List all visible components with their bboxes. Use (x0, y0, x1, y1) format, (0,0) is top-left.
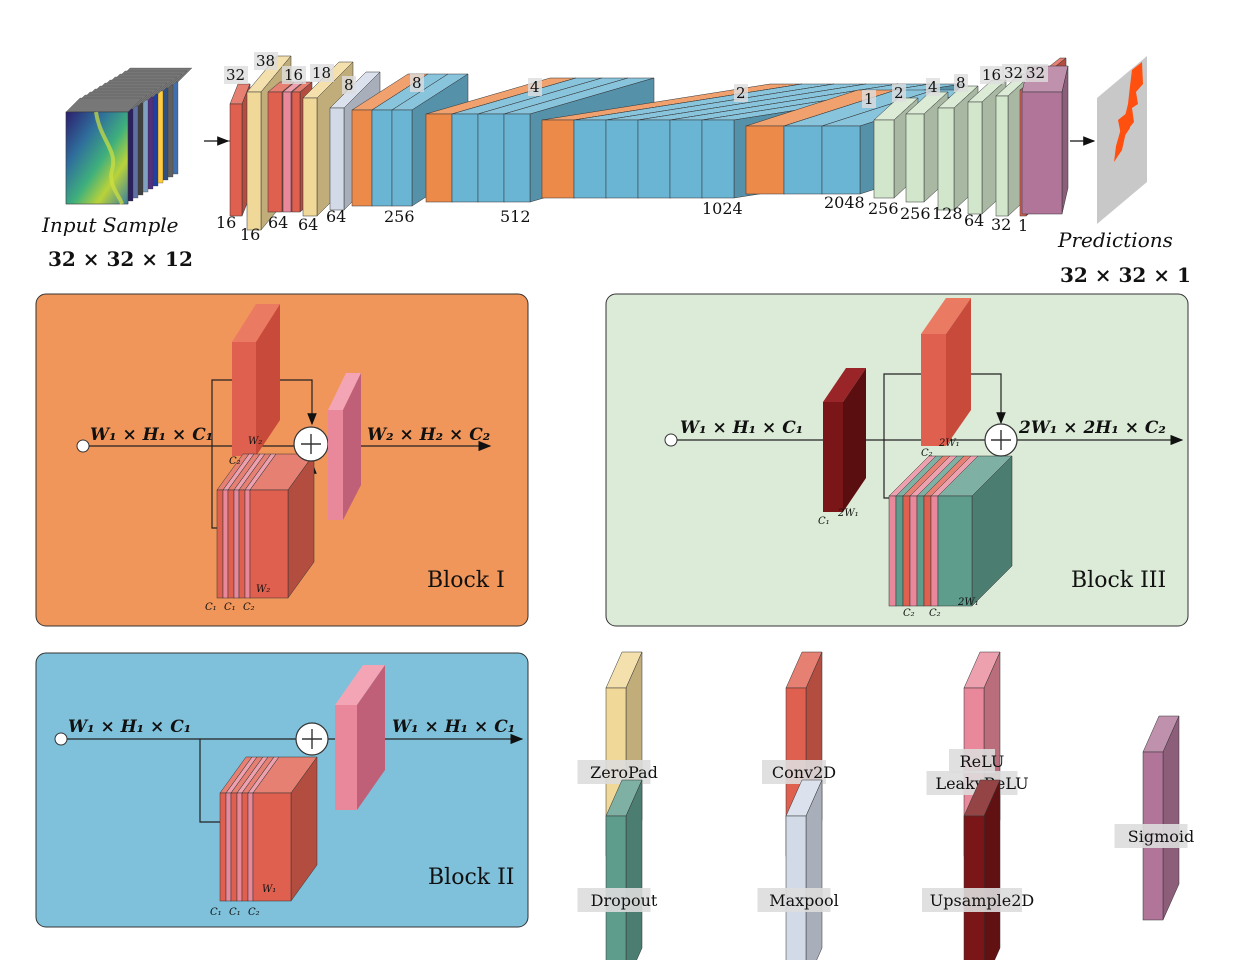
legend-dropout-label: Dropout (591, 891, 658, 910)
upper-label: 16 (982, 66, 1001, 84)
legend-upsample-label: Upsample2D (930, 891, 1034, 910)
block2-output-label: W₁ × H₁ × C₁ (392, 717, 515, 737)
upper-label: 32 (1026, 64, 1045, 82)
upper-label: 2 (894, 84, 904, 102)
input-title: Input Sample (41, 213, 178, 237)
block1-sub-w2b: W₂ (256, 584, 270, 595)
upper-label: 8 (344, 76, 354, 94)
legend-conv2d-label: Conv2D (772, 763, 836, 782)
output-shape: 32 × 32 × 1 (1060, 263, 1191, 287)
block1-sub-c2b: C₂ (243, 602, 255, 613)
block2-sub-c1a: C₁ (210, 907, 222, 918)
block2-sub-w1: W₁ (262, 884, 276, 895)
block1-sub-c1a: C₁ (205, 602, 217, 613)
block1-output-label: W₂ × H₂ × C₂ (367, 425, 490, 445)
block3-sub-w2b: 2W₁ (938, 438, 960, 449)
lower-label: 64 (964, 211, 984, 230)
block1-sub-c1b: C₁ (224, 602, 236, 613)
upper-label: 8 (956, 74, 966, 92)
legend-maxpool (785, 779, 823, 960)
block2-input-label: W₁ × H₁ × C₁ (68, 717, 191, 737)
upper-label: 4 (928, 78, 938, 96)
lower-label: 16 (240, 225, 260, 244)
block3-sub-w2c: 2W₁ (957, 597, 979, 608)
block3-sub-w2a: 2W₁ (837, 508, 859, 519)
legend-sigmoid-label: Sigmoid (1128, 827, 1194, 846)
lower-label: 128 (932, 204, 963, 223)
block3-sub-c2c: C₂ (929, 608, 941, 619)
lower-label: 512 (500, 207, 531, 226)
stack-plate (937, 455, 1013, 607)
lower-label: 64 (326, 207, 346, 226)
block3-title: Block III (1071, 568, 1166, 593)
lower-label: 64 (298, 215, 318, 234)
legend-sigmoid (1142, 715, 1180, 921)
block-2: W₁ × H₁ × C₁ W₁ × H₁ × C₁ W₁ C₁ C₁ C₂ Bl… (35, 652, 529, 928)
block1-title: Block I (427, 568, 505, 593)
upper-label: 16 (284, 66, 303, 84)
block3-output-label: 2W₁ × 2H₁ × C₂ (1018, 418, 1166, 438)
legend-dropout (605, 779, 643, 960)
upper-label: 1 (864, 90, 874, 108)
block3-sub-c2a: C₂ (921, 448, 933, 459)
upper-label: 32 (226, 66, 245, 84)
upper-label: 18 (312, 64, 331, 82)
block-1: W₁ × H₁ × C₁ W₂ × H₂ × C₂ C₂ W₂ W₂ C₁ C₁… (35, 293, 529, 627)
block-3: W₁ × H₁ × C₁ 2W₁ × 2H₁ × C₂ C₁ 2W₁ C₂ 2W… (605, 293, 1189, 627)
block2-sub-c1b: C₁ (229, 907, 241, 918)
upper-label: 2 (736, 84, 746, 102)
legend-upsample (963, 779, 1001, 960)
block1-sub-w2: W₂ (248, 436, 262, 447)
stack-plate (252, 756, 318, 902)
block2-title: Block II (428, 865, 514, 890)
lower-label: 1 (1018, 216, 1028, 235)
lower-label: 2048 (824, 193, 865, 212)
input-sample-stack (65, 67, 193, 205)
upper-label: 8 (412, 74, 422, 92)
lower-label: 16 (216, 213, 236, 232)
upper-label: 4 (530, 78, 540, 96)
upper-label: 38 (256, 52, 275, 70)
lower-label: 64 (268, 213, 288, 232)
legend: ZeroPadConv2DReLULeakyReLUSigmoidDropout… (577, 651, 1194, 960)
output-title: Predictions (1057, 228, 1173, 252)
legend-relu-label: ReLU (960, 752, 1005, 771)
input-shape: 32 × 32 × 12 (48, 247, 193, 271)
upper-label: 32 (1004, 64, 1023, 82)
lower-label: 1024 (702, 199, 743, 218)
lower-label: 256 (868, 199, 899, 218)
block3-sub-c1: C₁ (818, 516, 830, 527)
lower-label: 256 (900, 204, 931, 223)
block2-sub-c2: C₂ (248, 907, 260, 918)
lower-label: 32 (991, 215, 1011, 234)
block3-sub-c2b: C₂ (903, 608, 915, 619)
predictions-image (1097, 56, 1147, 224)
block3-input-label: W₁ × H₁ × C₁ (680, 418, 803, 438)
sigmoid-layer (1021, 65, 1069, 215)
legend-zeropad-label: ZeroPad (590, 763, 658, 782)
block1-sub-c2: C₂ (229, 456, 241, 467)
block1-input-label: W₁ × H₁ × C₁ (90, 425, 213, 445)
lower-label: 256 (384, 207, 415, 226)
legend-maxpool-label: Maxpool (769, 891, 839, 910)
stack-plate (249, 453, 315, 599)
